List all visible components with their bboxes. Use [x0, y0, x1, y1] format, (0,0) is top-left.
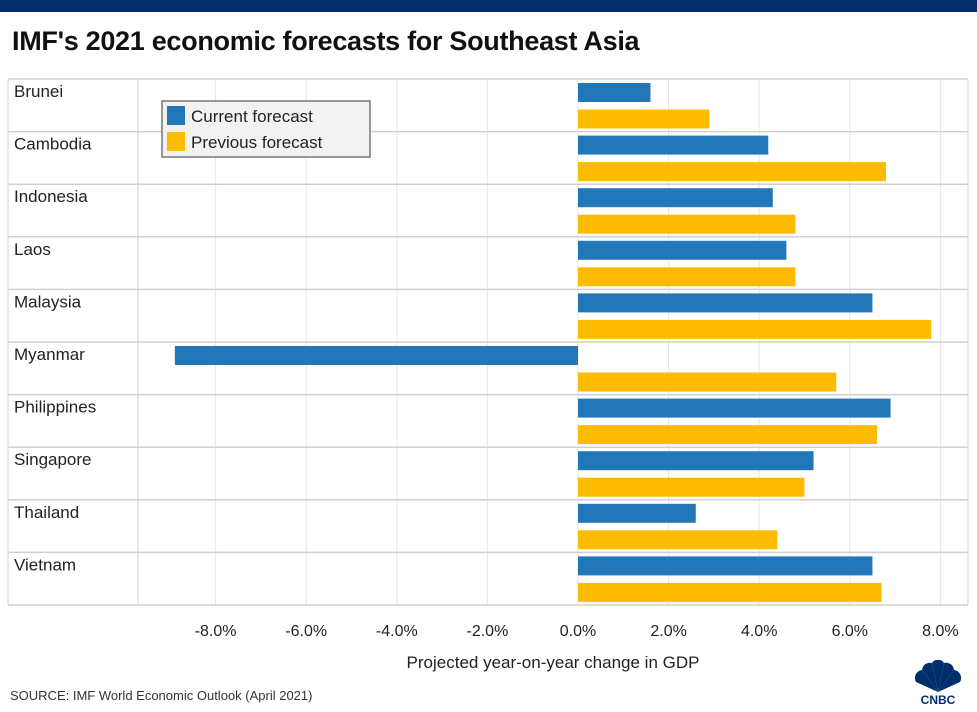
category-label: Singapore	[14, 450, 92, 469]
category-label: Cambodia	[14, 135, 92, 154]
bar-previous-vietnam	[578, 582, 882, 602]
bar-current-indonesia	[578, 188, 773, 208]
category-label: Vietnam	[14, 555, 76, 574]
bar-current-malaysia	[578, 293, 873, 313]
category-label: Myanmar	[14, 345, 85, 364]
x-tick-label: 2.0%	[650, 623, 686, 640]
bar-previous-indonesia	[578, 214, 796, 234]
x-tick-label: -8.0%	[195, 623, 237, 640]
legend-swatch-current	[167, 106, 185, 125]
x-tick-label: -2.0%	[467, 623, 509, 640]
bar-current-singapore	[578, 451, 814, 471]
legend	[161, 100, 371, 158]
category-label: Thailand	[14, 503, 79, 522]
bar-previous-brunei	[578, 109, 710, 129]
category-label: Malaysia	[14, 292, 82, 311]
category-label: Laos	[14, 240, 51, 259]
bar-previous-laos	[578, 267, 796, 287]
legend-label: Previous forecast	[191, 133, 323, 152]
category-label: Philippines	[14, 398, 96, 417]
chart-title: IMF's 2021 economic forecasts for Southe…	[12, 26, 640, 56]
x-tick-label: 8.0%	[922, 623, 958, 640]
svg-text:CNBC: CNBC	[921, 693, 956, 706]
x-tick-label: -6.0%	[285, 623, 327, 640]
legend-label: Current forecast	[191, 107, 313, 126]
bar-current-brunei	[578, 83, 651, 102]
bar-previous-malaysia	[578, 319, 932, 339]
category-label: Brunei	[14, 82, 63, 101]
bar-current-vietnam	[578, 556, 873, 576]
category-label: Indonesia	[14, 187, 88, 206]
bar-current-cambodia	[578, 135, 769, 155]
x-tick-label: 6.0%	[832, 623, 868, 640]
cnbc-peacock-logo: CNBC	[914, 660, 962, 706]
bar-previous-singapore	[578, 477, 805, 497]
bar-current-laos	[578, 240, 787, 260]
bar-current-thailand	[578, 503, 696, 523]
bar-current-philippines	[578, 398, 891, 418]
bar-previous-cambodia	[578, 162, 887, 182]
x-tick-label: 4.0%	[741, 623, 777, 640]
legend-swatch-previous	[167, 132, 185, 151]
bar-current-myanmar	[174, 346, 578, 365]
source-note: SOURCE: IMF World Economic Outlook (Apri…	[10, 688, 313, 703]
x-tick-label: 0.0%	[560, 623, 596, 640]
bar-previous-myanmar	[578, 372, 837, 392]
x-tick-label: -4.0%	[376, 623, 418, 640]
header-bar	[0, 0, 977, 12]
bar-previous-thailand	[578, 530, 778, 550]
x-axis-label: Projected year-on-year change in GDP	[407, 653, 700, 672]
bar-previous-philippines	[578, 425, 877, 445]
